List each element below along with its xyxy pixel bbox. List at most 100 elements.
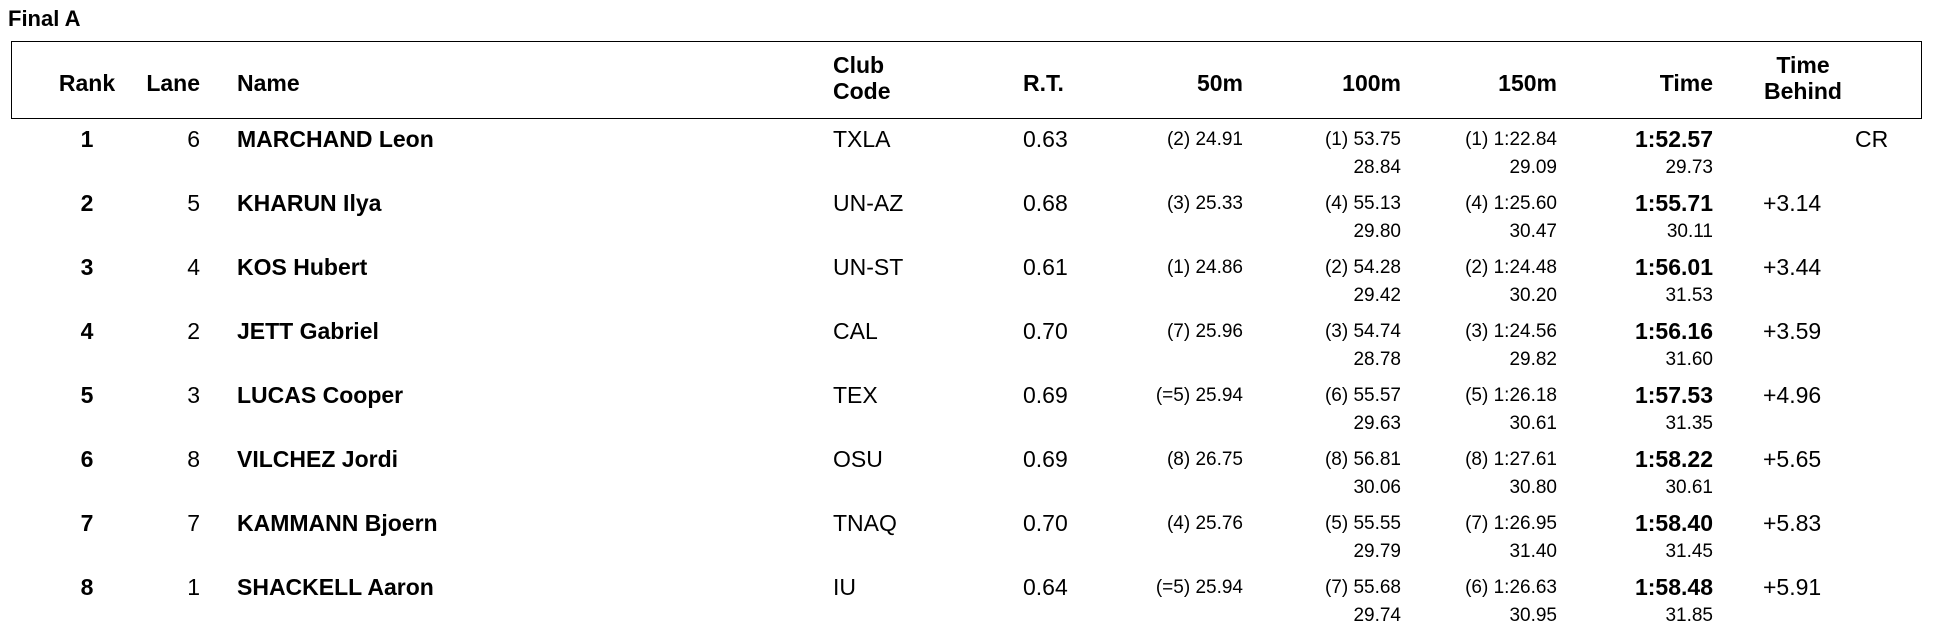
club-code: UN-ST: [833, 254, 904, 280]
lap-final: 31.35: [1665, 413, 1713, 434]
heading: Final A: [8, 6, 81, 31]
split-100m: (1) 53.75: [1324, 129, 1401, 150]
split-100m: (4) 55.13: [1324, 193, 1401, 214]
final-time: 1:56.16: [1634, 318, 1713, 344]
split-50m: (1) 24.86: [1166, 257, 1243, 278]
final-time: 1:57.53: [1634, 382, 1713, 408]
lap-150m: 30.95: [1509, 605, 1557, 626]
split-150m: (7) 1:26.95: [1465, 513, 1557, 534]
athlete-name: KOS Hubert: [237, 254, 368, 280]
club-code: CAL: [833, 318, 878, 344]
split-100m: (2) 54.28: [1324, 257, 1401, 278]
split-150m: (3) 1:24.56: [1465, 321, 1557, 342]
lane: 1: [187, 574, 200, 600]
time-behind: +5.83: [1763, 510, 1822, 536]
athlete-name: KAMMANN Bjoern: [237, 510, 438, 536]
split-100m: (3) 54.74: [1324, 321, 1401, 342]
split-150m: (2) 1:24.48: [1465, 257, 1557, 278]
reaction-time: 0.63: [1023, 126, 1068, 152]
time-behind: +3.59: [1763, 318, 1822, 344]
lap-final: 31.45: [1665, 541, 1713, 562]
lane: 3: [187, 382, 200, 408]
column-header: Lane: [146, 70, 200, 96]
time-behind: +3.14: [1763, 190, 1822, 216]
reaction-time: 0.70: [1023, 318, 1068, 344]
lane: 6: [187, 126, 200, 152]
lap-final: 30.61: [1665, 477, 1713, 498]
reaction-time: 0.68: [1023, 190, 1068, 216]
rank: 1: [80, 126, 94, 152]
column-header: Time Behind: [1764, 52, 1842, 104]
athlete-name: LUCAS Cooper: [237, 382, 404, 408]
header-box: [11, 41, 1922, 119]
record-remark: CR: [1855, 126, 1889, 152]
lap-100m: 28.84: [1353, 157, 1401, 178]
lane: 7: [187, 510, 200, 536]
split-100m: (6) 55.57: [1324, 385, 1401, 406]
split-50m: (8) 26.75: [1166, 449, 1243, 470]
split-50m: (7) 25.96: [1166, 321, 1243, 342]
reaction-time: 0.64: [1023, 574, 1068, 600]
final-time: 1:55.71: [1634, 190, 1713, 216]
lap-150m: 30.20: [1509, 285, 1557, 306]
athlete-name: SHACKELL Aaron: [237, 574, 434, 600]
split-50m: (2) 24.91: [1166, 129, 1243, 150]
split-50m: (3) 25.33: [1166, 193, 1243, 214]
lap-final: 31.85: [1665, 605, 1713, 626]
lap-final: 29.73: [1665, 157, 1713, 178]
column-header: Rank: [58, 70, 116, 96]
column-header: 50m: [1196, 70, 1243, 96]
lap-final: 31.60: [1665, 349, 1713, 370]
lane: 8: [187, 446, 200, 472]
lane: 4: [187, 254, 200, 280]
rank: 4: [80, 318, 94, 344]
split-50m: (=5) 25.94: [1155, 577, 1243, 598]
column-header: Name: [237, 70, 300, 96]
column-header: 150m: [1498, 70, 1557, 96]
rank: 8: [80, 574, 94, 600]
club-code: OSU: [833, 446, 883, 472]
split-100m: (5) 55.55: [1324, 513, 1401, 534]
rank: 6: [80, 446, 94, 472]
split-150m: (5) 1:26.18: [1465, 385, 1557, 406]
lap-100m: 29.74: [1353, 605, 1401, 626]
split-50m: (4) 25.76: [1166, 513, 1243, 534]
split-100m: (7) 55.68: [1324, 577, 1401, 598]
time-behind: +4.96: [1763, 382, 1822, 408]
lap-150m: 31.40: [1509, 541, 1557, 562]
column-header: R.T.: [1023, 70, 1064, 96]
final-time: 1:58.40: [1634, 510, 1713, 536]
club-code: TNAQ: [833, 510, 897, 536]
lap-100m: 29.79: [1353, 541, 1401, 562]
split-150m: (6) 1:26.63: [1465, 577, 1557, 598]
athlete-name: JETT Gabriel: [237, 318, 379, 344]
lap-100m: 30.06: [1353, 477, 1401, 498]
club-code: TXLA: [833, 126, 891, 152]
lane: 2: [187, 318, 200, 344]
rank: 3: [80, 254, 94, 280]
lap-150m: 30.47: [1509, 221, 1557, 242]
club-code: TEX: [833, 382, 878, 408]
lap-100m: 29.80: [1353, 221, 1401, 242]
time-behind: +5.91: [1763, 574, 1822, 600]
final-time: 1:58.48: [1634, 574, 1713, 600]
athlete-name: VILCHEZ Jordi: [237, 446, 399, 472]
column-header: 100m: [1342, 70, 1401, 96]
reaction-time: 0.61: [1023, 254, 1068, 280]
split-50m: (=5) 25.94: [1155, 385, 1243, 406]
lap-100m: 29.42: [1353, 285, 1401, 306]
final-time: 1:58.22: [1634, 446, 1713, 472]
lap-150m: 29.82: [1509, 349, 1557, 370]
reaction-time: 0.69: [1023, 446, 1068, 472]
split-150m: (1) 1:22.84: [1465, 129, 1557, 150]
time-behind: +3.44: [1763, 254, 1822, 280]
split-150m: (8) 1:27.61: [1465, 449, 1557, 470]
rank: 5: [80, 382, 94, 408]
rank: 2: [80, 190, 94, 216]
lap-100m: 29.63: [1353, 413, 1401, 434]
reaction-time: 0.69: [1023, 382, 1068, 408]
lap-150m: 30.61: [1509, 413, 1557, 434]
final-time: 1:56.01: [1634, 254, 1713, 280]
split-100m: (8) 56.81: [1324, 449, 1401, 470]
